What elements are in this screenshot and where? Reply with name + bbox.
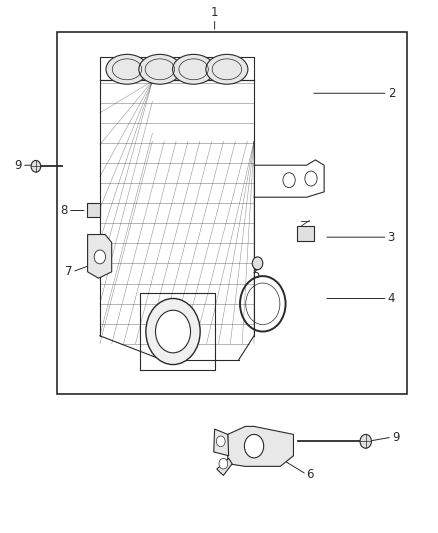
Circle shape (219, 458, 228, 469)
Ellipse shape (206, 54, 248, 84)
Circle shape (216, 436, 225, 447)
Bar (297, 226, 314, 241)
Circle shape (94, 250, 106, 264)
Ellipse shape (173, 54, 215, 84)
Circle shape (155, 310, 191, 353)
Circle shape (31, 160, 41, 172)
Bar (87, 203, 100, 217)
Circle shape (244, 434, 264, 458)
Circle shape (252, 257, 263, 270)
Polygon shape (228, 426, 293, 466)
Text: 9: 9 (14, 159, 22, 172)
Text: 3: 3 (388, 231, 395, 244)
Polygon shape (214, 429, 229, 456)
Text: 6: 6 (307, 468, 314, 481)
Text: 5: 5 (252, 268, 259, 281)
Circle shape (360, 434, 371, 448)
Text: 7: 7 (65, 265, 72, 278)
Text: 8: 8 (60, 204, 68, 217)
Text: 9: 9 (392, 431, 399, 443)
Ellipse shape (139, 54, 181, 84)
Ellipse shape (106, 54, 148, 84)
Polygon shape (217, 458, 232, 475)
Text: 1: 1 (211, 6, 219, 19)
Circle shape (146, 298, 200, 365)
Text: 2: 2 (388, 87, 395, 100)
Polygon shape (88, 235, 112, 278)
Text: 4: 4 (388, 292, 395, 305)
Bar (57, 32, 407, 394)
